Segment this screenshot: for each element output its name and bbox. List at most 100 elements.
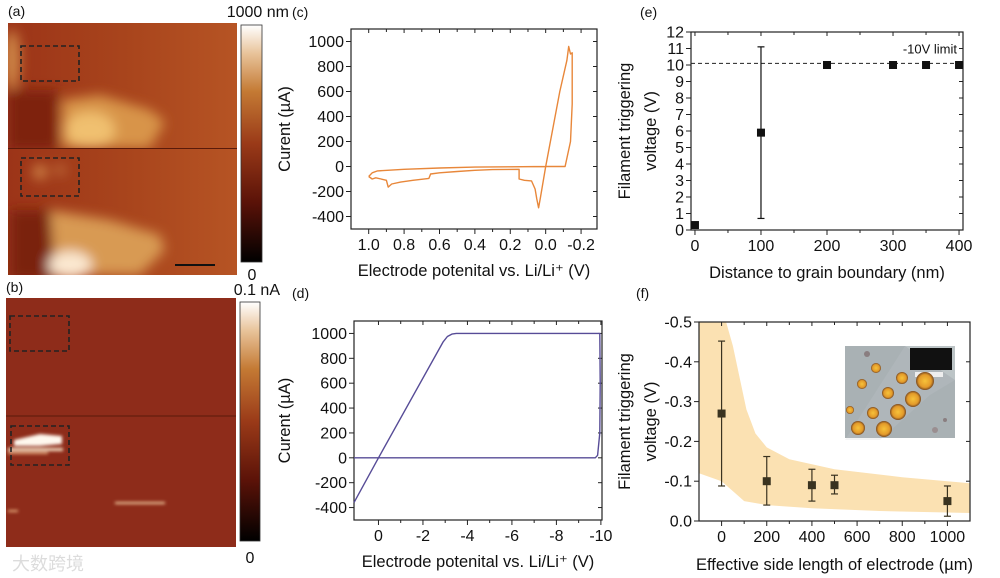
x-axis-title: Electrode potenital vs. Li/Li⁺ (V) bbox=[362, 553, 594, 571]
y-tick-label: -400 bbox=[315, 500, 347, 517]
x-tick-label: 0.4 bbox=[464, 237, 486, 254]
y-tick-label: 1000 bbox=[308, 34, 344, 51]
y-tick-label: 12 bbox=[666, 25, 684, 42]
region-box bbox=[9, 315, 70, 352]
x-axis-title: Effective side length of electrode (µm) bbox=[696, 556, 973, 574]
colorbar-b bbox=[239, 301, 261, 542]
region-box bbox=[20, 157, 80, 197]
y-tick-label: -0.2 bbox=[664, 434, 692, 451]
y-tick-label: 200 bbox=[320, 425, 347, 442]
x-tick-label: -6 bbox=[505, 528, 519, 545]
y-tick-label: -0.4 bbox=[664, 354, 692, 371]
current-hotspots bbox=[8, 434, 165, 512]
data-point bbox=[943, 497, 952, 506]
y-tick-label: 8 bbox=[675, 91, 684, 108]
x-tick-label: -0.2 bbox=[567, 237, 595, 254]
data-point bbox=[922, 61, 931, 69]
x-tick-label: 400 bbox=[799, 529, 826, 546]
data-point bbox=[756, 128, 765, 137]
y-tick-label: 800 bbox=[317, 59, 344, 76]
x-axis-title: Distance to grain boundary (nm) bbox=[709, 264, 945, 282]
y-tick-label: 10 bbox=[666, 58, 684, 75]
y-tick-label: 400 bbox=[320, 401, 347, 418]
x-tick-label: -10 bbox=[589, 528, 612, 545]
colorbar-min-label: 0 bbox=[248, 267, 257, 284]
current-map-image bbox=[6, 298, 236, 547]
panel-a: (a) 1000 nm 0 bbox=[8, 3, 289, 284]
data-point bbox=[762, 477, 771, 486]
series-line bbox=[353, 332, 601, 503]
x-tick-label: 0.0 bbox=[535, 237, 557, 254]
y-tick-label: -0.1 bbox=[664, 474, 692, 491]
region-box bbox=[10, 425, 70, 466]
y-tick-label: 200 bbox=[317, 134, 344, 151]
y-tick-label: 4 bbox=[675, 157, 684, 174]
afm-topography-image-bottom bbox=[8, 149, 237, 275]
y-tick-label: -200 bbox=[312, 184, 344, 201]
colorbar-a bbox=[240, 24, 263, 263]
panel-label-b: (b) bbox=[6, 279, 23, 295]
data-point bbox=[807, 481, 816, 490]
x-tick-label: 600 bbox=[844, 529, 871, 546]
x-tick-label: 0.8 bbox=[393, 237, 415, 254]
colorbar-max-label: 1000 nm bbox=[227, 4, 289, 21]
x-tick-label: 0 bbox=[717, 529, 726, 546]
y-tick-label: 9 bbox=[675, 74, 684, 91]
y-tick-label: 2 bbox=[675, 190, 684, 207]
y-tick-label: 0 bbox=[335, 159, 344, 176]
y-axis-title: Filament triggering bbox=[616, 63, 634, 200]
chart-d: (d) 0 -2 -4 -6 -8 -10 -400 -200 0 200 400 600 800 1000… bbox=[276, 285, 613, 571]
y-tick-label: 600 bbox=[317, 84, 344, 101]
chart-c: (c) 1.0 0.8 0.6 0.4 0.2 0.0 -0.2 -400 -200 0 200 400… bbox=[276, 4, 598, 280]
y-tick-label: 0 bbox=[338, 450, 347, 467]
x-tick-label: 200 bbox=[753, 529, 780, 546]
afm-topography-image-top bbox=[8, 23, 237, 148]
x-tick-label: 1000 bbox=[930, 529, 966, 546]
x-tick-label: 800 bbox=[889, 529, 916, 546]
x-tick-label: 200 bbox=[814, 238, 841, 255]
y-axis-title: voltage (V) bbox=[642, 382, 660, 462]
limit-label: -10V limit bbox=[903, 41, 958, 56]
y-tick-label: -0.3 bbox=[664, 394, 692, 411]
data-point bbox=[889, 61, 898, 69]
x-tick-label: -4 bbox=[460, 528, 474, 545]
data-point bbox=[690, 221, 699, 230]
y-tick-label: 800 bbox=[320, 351, 347, 368]
y-tick-label: 1 bbox=[675, 206, 684, 223]
data-point bbox=[830, 481, 839, 490]
y-tick-label: 1000 bbox=[311, 326, 347, 343]
y-tick-label: 3 bbox=[675, 173, 684, 190]
panel-label-d: (d) bbox=[292, 285, 309, 301]
x-tick-label: 0.6 bbox=[428, 237, 450, 254]
data-point bbox=[717, 409, 726, 418]
plot-frame bbox=[350, 28, 598, 230]
colorbar-min-label: 0 bbox=[246, 550, 255, 567]
y-tick-label: -400 bbox=[312, 209, 344, 226]
y-tick-label: -0.5 bbox=[664, 315, 692, 332]
x-tick-label: 0 bbox=[374, 528, 383, 545]
chart-e: (e)0 100 200 300 4000123456789101112Distance… bbox=[616, 4, 972, 282]
inset-micrograph bbox=[845, 346, 955, 440]
x-tick-label: 100 bbox=[748, 238, 775, 255]
panel-label-e: (e) bbox=[640, 4, 657, 20]
y-tick-label: 0 bbox=[675, 223, 684, 240]
y-tick-label: -200 bbox=[315, 475, 347, 492]
x-tick-label: 1.0 bbox=[358, 237, 380, 254]
y-tick-label: 0.0 bbox=[670, 514, 692, 531]
y-tick-label: 11 bbox=[667, 41, 684, 58]
region-box bbox=[20, 45, 80, 82]
watermark: 大数跨境 bbox=[12, 554, 84, 574]
plot-frame bbox=[353, 320, 603, 521]
y-axis-title: voltage (V) bbox=[642, 91, 660, 171]
x-tick-label: 400 bbox=[946, 238, 973, 255]
x-axis-title: Electrode potenital vs. Li/Li⁺ (V) bbox=[358, 262, 590, 280]
y-axis-title: Filament triggering bbox=[616, 353, 634, 490]
x-tick-label: 0.2 bbox=[499, 237, 521, 254]
y-axis-title: Curent (µA) bbox=[276, 86, 294, 172]
panel-label-f: (f) bbox=[636, 285, 649, 301]
y-tick-label: 600 bbox=[320, 376, 347, 393]
panel-label-a: (a) bbox=[8, 3, 25, 19]
chart-f: (f) 0 200 400 600 800 1000 0.0 -0.1 -0.2 -0.3 -0.4… bbox=[616, 285, 973, 574]
y-tick-label: 7 bbox=[675, 107, 684, 124]
data-point bbox=[955, 61, 964, 69]
